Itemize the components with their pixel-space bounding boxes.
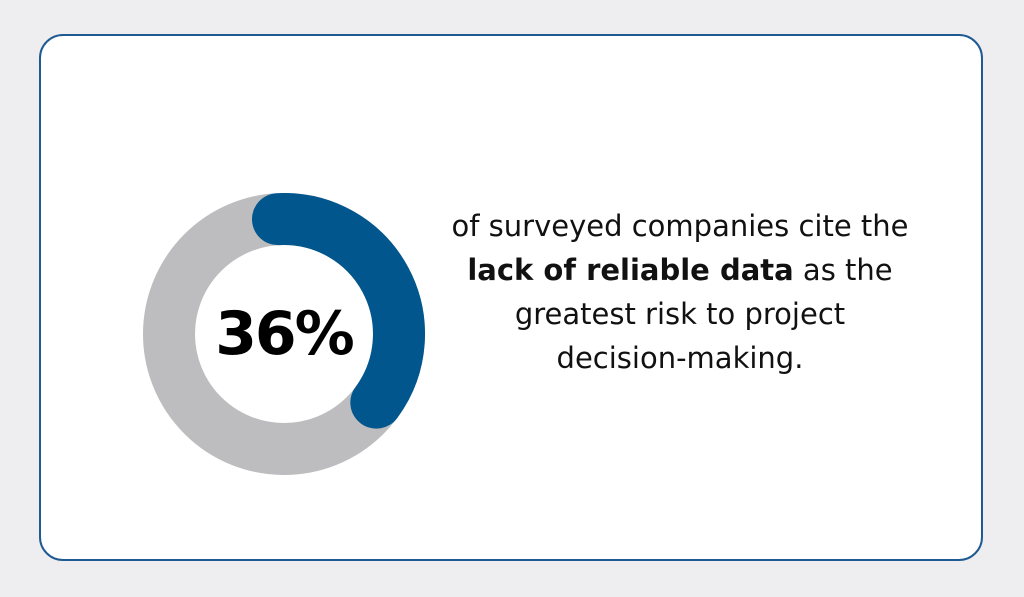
statement-line-2: lack of reliable data as the bbox=[410, 248, 950, 292]
statement-after-highlight: as the bbox=[793, 253, 893, 287]
statement-line-1: of surveyed companies cite the bbox=[451, 209, 909, 243]
donut-chart: 36% bbox=[143, 193, 425, 475]
percent-label: 36% bbox=[215, 299, 355, 369]
donut-svg bbox=[143, 193, 425, 475]
statement-line-3: greatest risk to project bbox=[514, 297, 846, 331]
statement-text: of surveyed companies cite the lack of r… bbox=[410, 204, 950, 380]
stat-card: 36% bbox=[39, 34, 983, 561]
donut-filled-segment bbox=[251, 193, 425, 429]
statement-highlight: lack of reliable data bbox=[467, 253, 794, 287]
statement-line-4: decision-making. bbox=[556, 341, 804, 375]
